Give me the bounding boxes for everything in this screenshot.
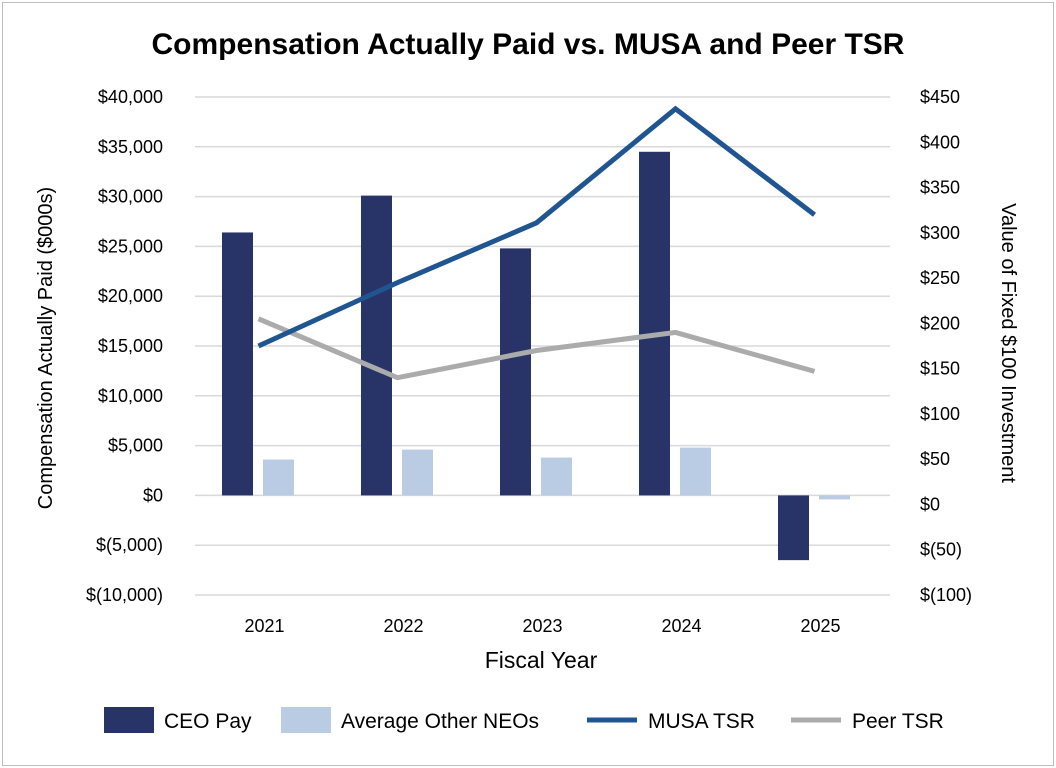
right-tick-label: $(50) <box>920 540 962 560</box>
legend-label-musa-tsr: MUSA TSR <box>648 710 755 733</box>
right-axis-ticks: $450 $400 $350 $300 $250 $200 $150 $100 $50 $0 $(5… <box>920 87 972 605</box>
bar-average-other-neos-2021 <box>263 459 294 496</box>
chart-title: Compensation Actually Paid vs. MUSA and … <box>152 28 905 61</box>
left-axis-ticks: $40,000 $35,000 $30,000 $25,000 $20,000 $15,0… <box>86 87 163 605</box>
x-tick-label-2024: 2024 <box>661 616 701 636</box>
bar-average-other-neos-2022 <box>402 449 433 496</box>
x-axis-label: Fiscal Year <box>485 647 598 673</box>
bar-ceo-pay-2021 <box>222 232 253 496</box>
bar-ceo-pay-2024 <box>639 151 670 496</box>
line-peer-tsr <box>257 316 816 381</box>
left-tick-label: $10,000 <box>98 386 163 406</box>
left-tick-label: $(10,000) <box>86 585 163 605</box>
right-tick-label: $200 <box>920 313 960 333</box>
right-tick-label: $300 <box>920 223 960 243</box>
x-tick-label-2025: 2025 <box>800 616 840 636</box>
bar-average-other-neos-2025 <box>819 495 850 500</box>
x-tick-label-2021: 2021 <box>244 616 284 636</box>
right-tick-label: $350 <box>920 178 960 198</box>
bar-average-other-neos-2023 <box>541 457 572 496</box>
bar-average-other-neos-2024 <box>680 447 711 496</box>
right-tick-label: $50 <box>920 449 950 469</box>
left-tick-label: $15,000 <box>98 336 163 356</box>
bar-ceo-pay-2022 <box>361 195 392 496</box>
right-tick-label: $450 <box>920 87 960 107</box>
y-axis-label: Compensation Actually Paid ($000s) <box>35 187 57 509</box>
left-tick-label: $20,000 <box>98 286 163 306</box>
left-tick-label: $30,000 <box>98 187 163 207</box>
line-marks <box>257 105 817 381</box>
left-tick-label: $(5,000) <box>96 535 163 555</box>
x-tick-label-2022: 2022 <box>383 616 423 636</box>
legend-label-ceo-pay: CEO Pay <box>164 710 252 733</box>
right-tick-label: $0 <box>920 494 940 514</box>
right-tick-label: $100 <box>920 404 960 424</box>
bar-marks <box>222 151 850 561</box>
right-tick-label: $400 <box>920 132 960 152</box>
right-tick-label: $250 <box>920 268 960 288</box>
line-musa-tsr <box>257 105 817 349</box>
y2-axis-label: Value of Fixed $100 Investment <box>997 203 1019 483</box>
bar-ceo-pay-2025 <box>778 495 809 561</box>
right-tick-label: $(100) <box>920 585 972 605</box>
x-axis-ticks: 2021 2022 2023 2024 2025 <box>244 616 840 636</box>
left-tick-label: $5,000 <box>108 436 163 456</box>
right-tick-label: $150 <box>920 359 960 379</box>
legend-swatch-ceo-pay <box>104 707 154 733</box>
legend-label-average-other-neos: Average Other NEOs <box>341 710 539 733</box>
left-tick-label: $25,000 <box>98 236 163 256</box>
x-tick-label-2023: 2023 <box>522 616 562 636</box>
bar-ceo-pay-2023 <box>500 248 531 496</box>
left-tick-label: $35,000 <box>98 137 163 157</box>
legend-swatch-average-other-neos <box>281 707 331 733</box>
legend: CEO Pay Average Other NEOs MUSA TSR Peer… <box>104 707 944 733</box>
legend-label-peer-tsr: Peer TSR <box>852 710 944 733</box>
left-tick-label: $0 <box>143 485 163 505</box>
left-tick-label: $40,000 <box>98 87 163 107</box>
